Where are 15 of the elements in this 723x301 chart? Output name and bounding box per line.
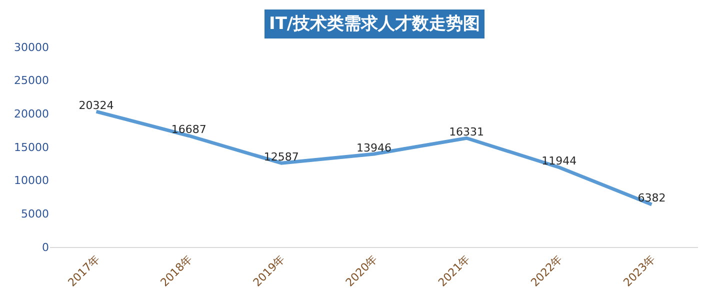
data-label: 6382	[638, 192, 666, 205]
y-tick-label: 20000	[14, 108, 49, 121]
y-tick-label: 5000	[21, 208, 49, 221]
data-label: 16331	[449, 125, 484, 138]
y-tick-label: 0	[42, 240, 49, 254]
y-tick-label: 25000	[14, 74, 49, 88]
data-label: 12587	[264, 150, 299, 164]
chart-title: IT/技术类需求人才数走势图	[269, 14, 480, 34]
y-tick-label: 30000	[14, 40, 49, 54]
data-label: 16687	[171, 123, 206, 136]
y-tick-label: 15000	[14, 140, 49, 154]
data-label: 13946	[356, 141, 392, 154]
data-label: 20324	[78, 98, 114, 112]
data-label: 11944	[542, 154, 577, 168]
y-tick-label: 10000	[14, 174, 49, 188]
